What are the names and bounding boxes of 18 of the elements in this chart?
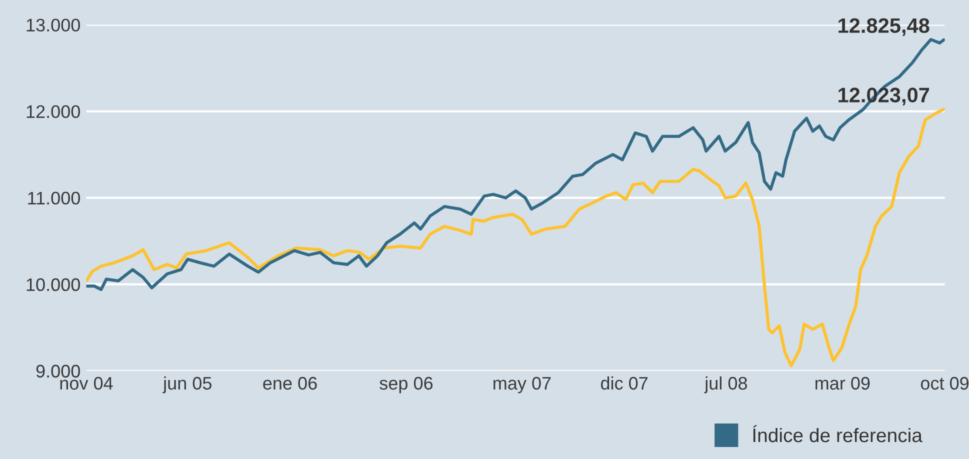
x-tick-label: oct 09	[920, 376, 969, 390]
y-tick-label: 9.000	[36, 364, 80, 378]
x-tick-label: sep 06	[380, 376, 433, 394]
y-tick-label: 11.000	[28, 192, 80, 205]
x-tick-label: mar 09	[816, 376, 870, 390]
x-tick-label: ene 06	[263, 376, 317, 390]
x-tick-label: dic 07	[600, 376, 648, 390]
y-tick-label: 12.000	[26, 105, 80, 118]
x-tick-label: nov 04	[60, 376, 113, 390]
x-tick-label: jul 08	[704, 376, 747, 394]
legend-label: Índice de referencia	[753, 425, 922, 442]
x-tick-label: may 07	[494, 376, 551, 394]
y-tick-label: 10.000	[26, 278, 80, 292]
line-series	[86, 108, 945, 368]
line-series	[86, 38, 945, 292]
x-tick-label: jun 05	[162, 376, 212, 394]
annotation: 12.825,48	[838, 18, 930, 36]
y-tick-label: 13.000	[26, 18, 80, 32]
